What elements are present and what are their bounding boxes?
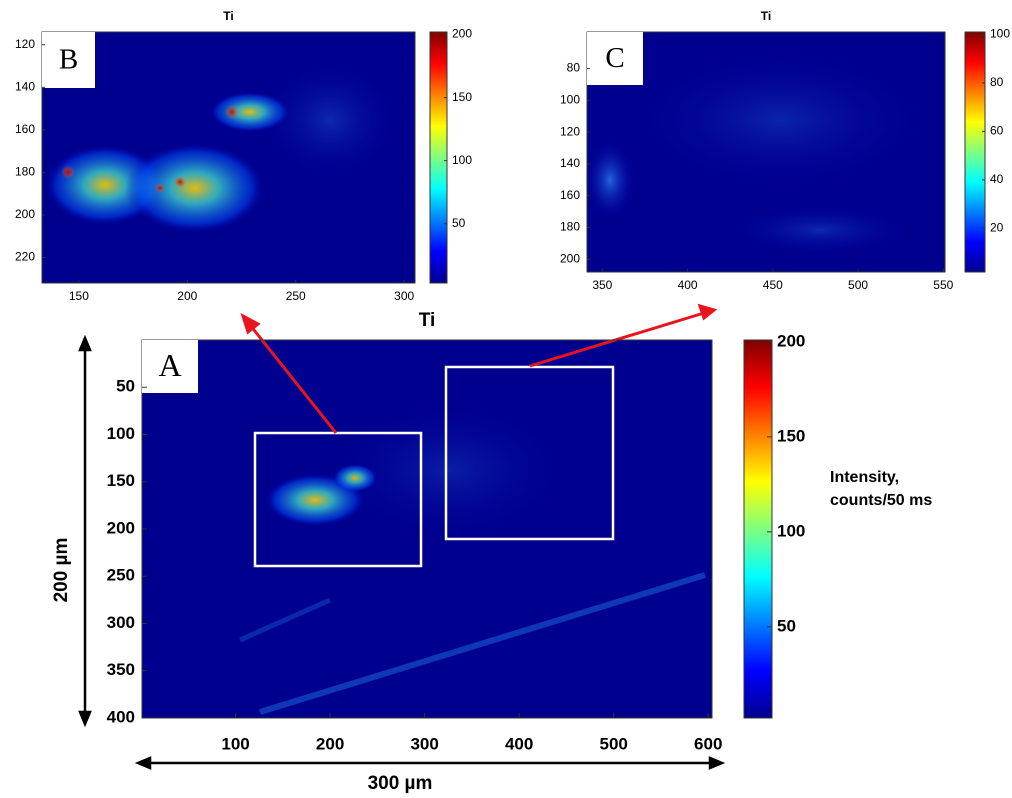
texture-blob xyxy=(630,50,930,190)
chart-title: Ti xyxy=(223,9,233,23)
texture xyxy=(45,50,930,715)
x-tick-label: 500 xyxy=(848,278,868,292)
zoom-box xyxy=(253,431,423,568)
colorbar-tick-label: 150 xyxy=(452,90,472,104)
y-tick-label: 180 xyxy=(560,220,580,234)
colorbar-tick-label: 50 xyxy=(452,216,466,230)
chart-title: Ti xyxy=(419,310,436,331)
texture-blob xyxy=(585,140,635,220)
x-tick-label: 200 xyxy=(177,289,197,303)
arrow-head xyxy=(697,303,718,321)
x-tick-label: 200 xyxy=(316,734,344,753)
y-tick-label: 300 xyxy=(107,613,135,632)
colorbar-tick-label: 100 xyxy=(452,153,472,167)
colorbar-tick-label: 100 xyxy=(990,27,1010,41)
y-tick-label: 100 xyxy=(107,424,135,443)
colorbar-label: counts/50 ms xyxy=(830,492,932,509)
x-tick-label: 600 xyxy=(694,734,722,753)
x-tick-label: 250 xyxy=(286,289,306,303)
y-tick-label: 150 xyxy=(107,471,135,490)
colorbar xyxy=(743,339,773,719)
y-tick-label: 220 xyxy=(15,250,35,264)
x-tick-label: 400 xyxy=(678,278,698,292)
plot-frame xyxy=(41,31,416,284)
texture-blob xyxy=(330,400,570,540)
y-tick-label: 80 xyxy=(567,61,581,75)
y-scale-label: 200 µm xyxy=(51,538,72,603)
panel-label: B xyxy=(59,44,78,76)
y-tick-label: 200 xyxy=(15,207,35,221)
scale-arrows xyxy=(78,334,726,770)
arrow-head xyxy=(240,312,261,335)
y-tick-label: 120 xyxy=(560,124,580,138)
colorbar-tick-label: 80 xyxy=(990,75,1004,89)
texture-spot xyxy=(174,176,186,188)
colorbar xyxy=(964,31,986,273)
texture-blob xyxy=(260,60,400,180)
y-tick-label: 160 xyxy=(560,188,580,202)
colorbar-tick-label: 100 xyxy=(777,521,805,540)
arrow xyxy=(248,324,338,434)
texture-spot xyxy=(155,183,165,193)
arrow-head xyxy=(134,756,152,770)
zoom-box xyxy=(444,365,615,541)
panel-label-box xyxy=(142,340,198,393)
zoom-boxes xyxy=(253,365,615,568)
chart-title: Ti xyxy=(761,9,771,23)
colorbar-tick-label: 200 xyxy=(452,27,472,41)
x-tick-label: 150 xyxy=(69,289,89,303)
texture-blob xyxy=(125,143,265,233)
x-tick-label: 300 xyxy=(394,289,414,303)
y-tick-label: 160 xyxy=(15,122,35,136)
panel-label-box xyxy=(587,32,643,85)
x-tick-label: 500 xyxy=(600,734,628,753)
y-tick-label: 400 xyxy=(107,707,135,726)
arrow-head xyxy=(78,710,92,728)
x-tick-label: 300 xyxy=(410,734,438,753)
texture-blob xyxy=(730,205,910,255)
y-tick-label: 250 xyxy=(107,566,135,585)
x-tick-label: 400 xyxy=(505,734,533,753)
panel-label-box xyxy=(42,32,95,88)
y-tick-label: 350 xyxy=(107,660,135,679)
y-tick-label: 120 xyxy=(15,37,35,51)
panel-label: A xyxy=(158,347,181,383)
y-tick-label: 180 xyxy=(15,165,35,179)
colorbar-tick-label: 40 xyxy=(990,172,1004,186)
y-tick-label: 140 xyxy=(15,79,35,93)
texture-spot xyxy=(61,165,75,179)
x-scale-label: 300 µm xyxy=(368,773,433,794)
y-tick-label: 100 xyxy=(560,93,580,107)
x-tick-label: 100 xyxy=(221,734,249,753)
y-tick-label: 50 xyxy=(116,377,135,396)
colorbar-label: Intensity, xyxy=(830,469,899,486)
x-tick-label: 550 xyxy=(933,278,953,292)
texture-band xyxy=(238,597,332,643)
y-tick-label: 140 xyxy=(560,156,580,170)
colorbar-tick-label: 60 xyxy=(990,124,1004,138)
colorbar-tick-label: 150 xyxy=(777,426,805,445)
overlays: Ti A 100 200 300 400 500 600 50 100 150 200 250 300 35… xyxy=(15,9,1010,753)
colorbar xyxy=(429,31,448,284)
x-tick-label: 450 xyxy=(763,278,783,292)
texture-band xyxy=(259,572,706,715)
panel-label: C xyxy=(605,42,624,74)
arrow-head xyxy=(78,334,92,352)
y-tick-label: 200 xyxy=(560,251,580,265)
arrow-head xyxy=(708,756,726,770)
x-tick-label: 350 xyxy=(592,278,612,292)
colorbar-tick-label: 50 xyxy=(777,616,796,635)
plot-frame xyxy=(586,31,946,273)
texture-spot xyxy=(225,105,239,119)
y-tick-label: 200 xyxy=(107,518,135,537)
colorbar-tick-label: 20 xyxy=(990,221,1004,235)
colorbar-tick-label: 200 xyxy=(777,331,805,350)
